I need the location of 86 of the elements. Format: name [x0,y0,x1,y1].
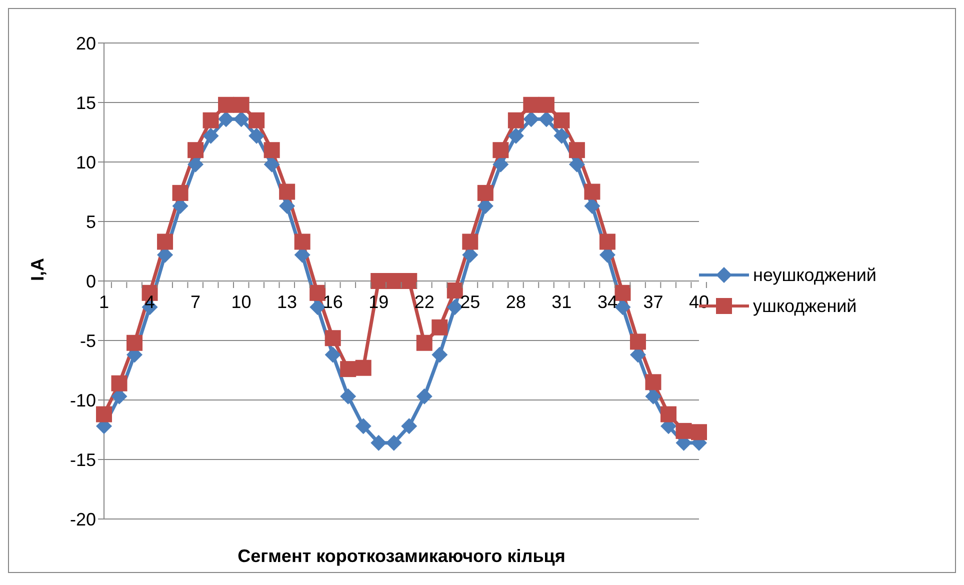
point [233,96,250,113]
point [111,375,128,392]
point [202,112,219,128]
point [340,361,356,378]
point [492,142,509,158]
point [446,282,463,299]
legend-label: неушкоджений [753,264,876,286]
point [157,234,174,250]
point [645,374,662,390]
y-tick-label: 20 [76,33,96,54]
point [568,142,585,158]
point [355,418,372,434]
point [523,111,540,128]
point [660,406,676,422]
point [554,112,570,128]
point [188,156,204,172]
point [432,319,448,336]
point [599,234,616,250]
x-tick-label: 1 [98,292,110,312]
point [554,128,570,144]
point [568,156,585,172]
point [401,273,418,289]
point [508,128,524,144]
point [523,96,540,113]
point [126,334,143,351]
point [492,156,509,172]
y-tick-label: -10 [70,390,96,410]
y-tick-label: -5 [80,330,96,351]
x-tick-label: 22 [414,292,434,312]
point [416,334,432,351]
point [676,422,692,439]
point [416,388,432,404]
point [248,112,265,128]
point [370,434,387,451]
y-tick-label: 0 [86,271,96,292]
point [401,418,418,434]
point [279,198,296,214]
y-tick-label: 10 [76,152,96,172]
point [340,388,356,404]
point [218,111,234,128]
y-axis-title: I,A [27,258,48,281]
point [370,273,387,289]
x-tick-label: 10 [231,292,252,312]
point [264,156,280,172]
point [218,96,234,113]
x-tick-label: 37 [643,292,664,312]
point [508,112,524,128]
point [324,346,341,363]
x-tick-label: 7 [190,292,201,312]
point [233,111,250,128]
y-tick-label: -15 [70,450,96,470]
point [355,360,372,376]
y-tick-label: 5 [86,212,96,232]
y-tick-label: -20 [70,509,96,530]
point [386,434,402,451]
point [477,184,494,201]
point [446,299,463,316]
point [462,234,478,250]
point [279,184,296,200]
point [630,334,646,350]
point [584,198,600,214]
x-tick-label: 31 [552,292,572,312]
point [172,184,188,201]
x-tick-label: 16 [322,292,343,312]
point [310,299,326,316]
point [310,284,326,301]
x-tick-label: 34 [597,292,618,312]
point [264,142,280,158]
point [538,96,554,113]
point [188,142,204,158]
point [202,128,219,144]
point [645,388,662,404]
legend-label: ушкоджений [753,296,857,316]
y-tick-label: 15 [76,92,96,113]
point [432,346,448,363]
point [96,406,112,422]
point [584,184,600,200]
x-tick-label: 25 [460,292,480,312]
point [538,111,554,128]
point [248,128,265,144]
point [324,330,341,346]
point [691,424,707,440]
x-tick-label: 13 [277,292,298,312]
point [294,234,310,250]
x-axis-title: Сегмент короткозамикаючого кільця [238,546,566,566]
x-tick-label: 28 [506,292,526,312]
